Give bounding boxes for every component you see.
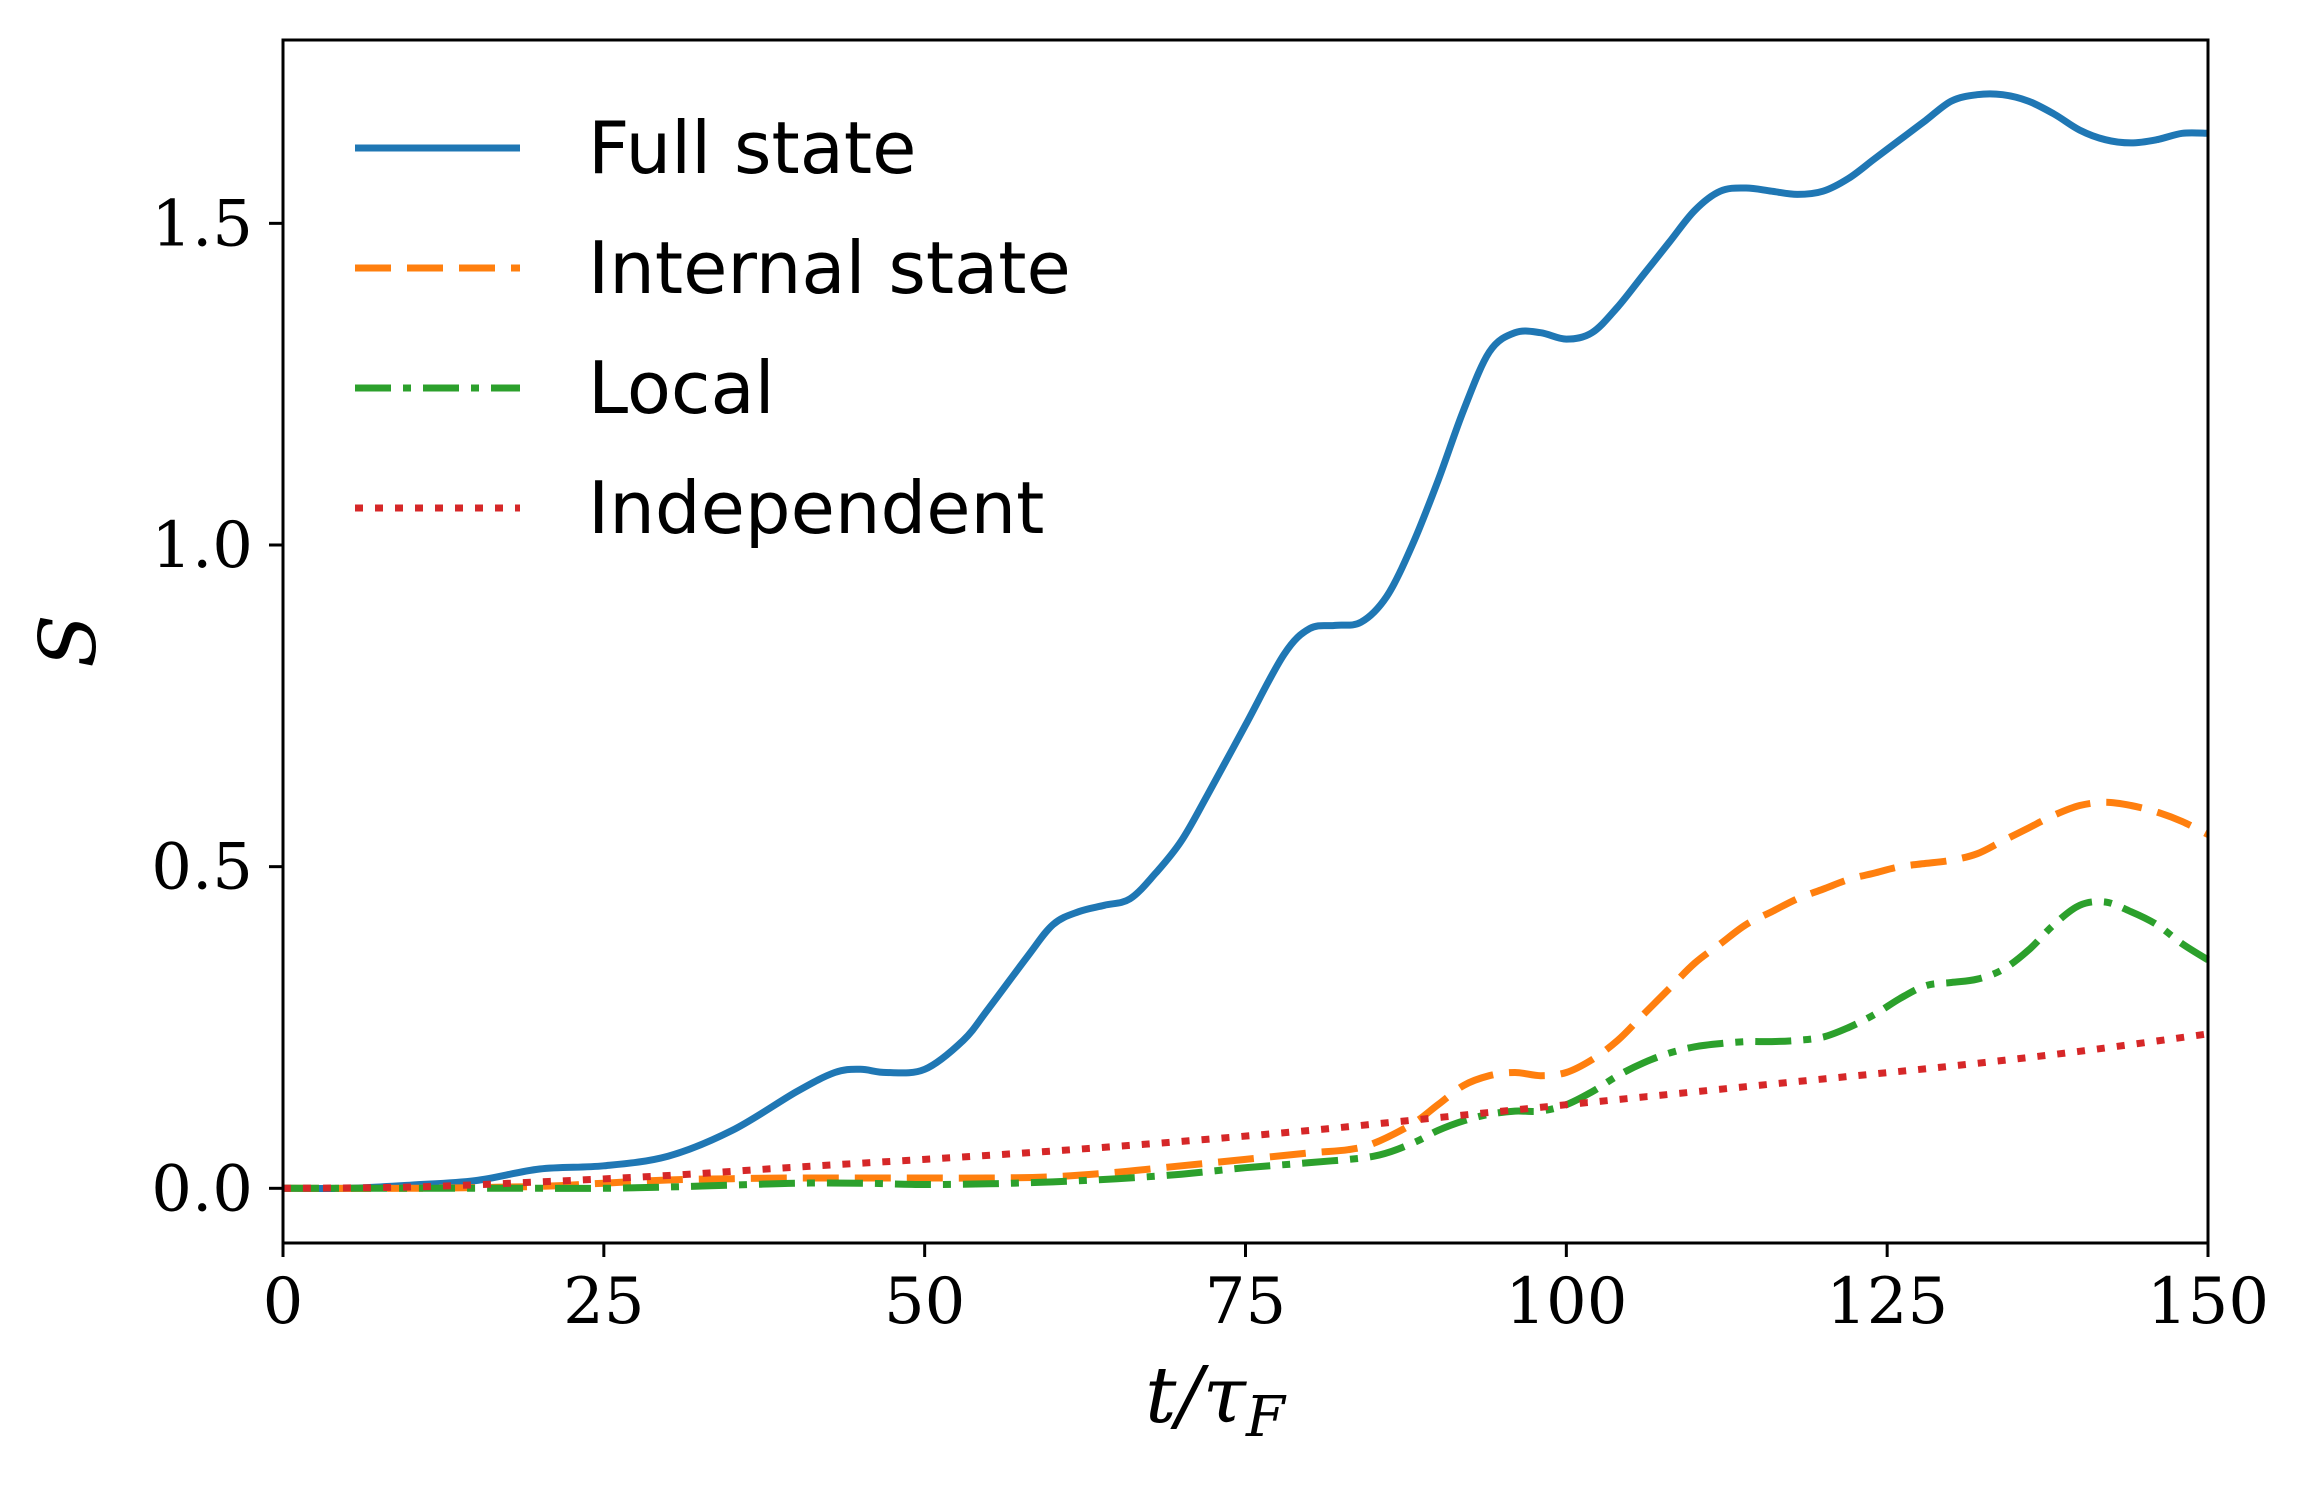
x-tick-label: 100	[1505, 1265, 1627, 1339]
series-independent	[282, 1030, 2209, 1192]
legend-label: Internal state	[588, 226, 1071, 310]
x-axis-label: t/τF	[1145, 1351, 1287, 1450]
y-tick-label: 1.0	[151, 509, 253, 583]
series-local	[283, 898, 2210, 1192]
series-lines	[282, 90, 2210, 1193]
legend-label: Independent	[588, 466, 1044, 550]
x-tick-label: 125	[1826, 1265, 1948, 1339]
x-axis-label-main: t/τ	[1145, 1351, 1248, 1441]
x-tick-label: 150	[2147, 1265, 2269, 1339]
x-tick-label: 25	[563, 1265, 644, 1339]
y-tick-label: 1.5	[151, 187, 253, 261]
y-tick-label: 0.0	[151, 1152, 253, 1226]
y-tick-label: 0.5	[151, 831, 253, 905]
x-axis-label-subscript: F	[1245, 1385, 1287, 1450]
x-tick-label: 0	[263, 1265, 304, 1339]
x-tick-label: 50	[884, 1265, 965, 1339]
legend: Full state Internal state Local Independent	[355, 106, 1071, 550]
axis-ticks: 0 25 50 75 100 125 150 0.0 0.5 1.0 1.5	[151, 187, 2269, 1339]
series-internal-state	[282, 798, 2210, 1192]
plot-frame	[281, 38, 2210, 1245]
x-tick-label: 75	[1205, 1265, 1286, 1339]
legend-label: Local	[588, 346, 775, 430]
y-axis-label: S	[24, 614, 114, 667]
series-full-state	[282, 90, 2209, 1193]
legend-label: Full state	[588, 106, 916, 190]
